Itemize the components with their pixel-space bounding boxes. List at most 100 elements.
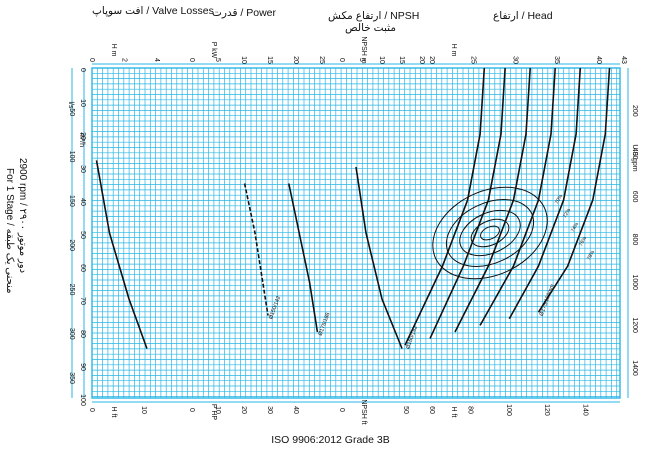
flow-ls-unit-label: l/s [67,102,74,110]
head-top-tick-label: 25 [470,56,477,64]
flow-usgpm-tick-label: 1400 [631,360,638,376]
head-top-tick-label: 43 [620,56,627,64]
head-top-tick-label: 40 [595,56,602,64]
curve-head-0 [537,67,611,313]
header-valve-losses: افت سوپاپ / Valve Losses [92,5,214,17]
side-label-rpm: 2900 rpm / ۲۹۰۰ دور موتور [17,158,28,274]
flow-usgpm-tick-label: 400 [631,148,638,160]
npsh-bottom-tick-label: 50 [402,406,409,414]
head-top-tick-label: 30 [511,56,518,64]
curve-head-5 [404,67,486,346]
valve-top-tick-label: 4 [153,58,160,62]
power-bottom-tick-label: 40 [292,406,299,414]
power-bottom-tick-label: 10 [214,406,221,414]
flow-m3h-tick-label: 40 [79,198,86,206]
flow-m3h-tick-label: 90 [79,363,86,371]
flow-usgpm-tick-label: 1200 [631,317,638,333]
plot-frame [91,67,621,399]
power-top-tick-label: 20 [292,56,299,64]
curve-power-7 [243,183,269,316]
npsh-bottom-tick-label: 0 [338,408,345,412]
header-head: ارتفاع / Head [493,10,553,22]
curve-head-4 [429,67,506,339]
header-npsh: ارتفاع مکش / NPSH [328,10,420,22]
flow-m3h-tick-label: 10 [79,99,86,107]
efficiency-label: 78% [586,249,596,261]
head-bottom-unit-label: H ft [450,407,457,418]
flow-lpm-tick-label: 200 [68,239,75,251]
flow-lpm-tick-label: 350 [68,372,75,384]
npsh-bottom-unit-label: NPSH ft [360,399,367,424]
chart-grid [71,63,629,403]
valve-bottom-tick-label: 0 [88,408,95,412]
npsh-top-tick-label: 5 [358,58,365,62]
head-bottom-tick-label: 140 [582,404,589,416]
flow-m3h-tick-label: 70 [79,297,86,305]
npsh-top-tick-label: 0 [338,58,345,62]
efficiency-label: 76% [578,235,588,247]
valve-top-tick-label: 2 [121,58,128,62]
curve-head-3 [454,67,531,333]
npsh-top-tick-label: 10 [378,56,385,64]
valve-bottom-tick-label: 10 [140,406,147,414]
power-bottom-unit-label: P HP [210,404,217,421]
curve-head-2 [479,67,556,326]
header-power: قدرت / Power [212,7,277,19]
flow-m3h-tick-label: 30 [79,165,86,173]
power-top-unit-label: P kW [210,42,217,59]
power-bottom-tick-label: 30 [266,406,273,414]
efficiency-label: 74% [570,221,580,233]
npsh-top-unit-label: NPSH m [360,36,367,63]
curve-power-6 [288,183,319,333]
flow-m3h-tick-label: 0 [79,68,86,72]
header-npsh-sub: مثبت خالص [345,22,396,34]
flow-m3h-tick-label: 60 [79,264,86,272]
efficiency-contour [459,209,521,257]
curve-head-1 [508,67,582,320]
flow-lpm-tick-label: 250 [68,284,75,296]
power-bottom-tick-label: 20 [240,406,247,414]
head-bottom-tick-label: 60 [428,406,435,414]
flow-lpm-tick-label: 150 [68,195,75,207]
power-top-tick-label: 25 [318,56,325,64]
flow-usgpm-tick-label: 200 [631,105,638,117]
chart-axes: 0 2 4 H m 0 10 H ft 0 5 10 15 20 25 P kW 0 10 20 30 40 P HP… [67,36,638,424]
chart-curves: Ø175/186mmØ150/142Ø175/186Ø150/14270%72%… [95,67,611,350]
power-top-tick-label: 15 [266,56,273,64]
flow-lpm-tick-label: 300 [68,328,75,340]
flow-usgpm-tick-label: 800 [631,234,638,246]
valve-top-tick-label: 0 [88,58,95,62]
flow-m3h-tick-label: 80 [79,330,86,338]
flow-usgpm-unit-label: U.S.gpm [631,144,638,171]
valve-top-unit-label: H m [110,44,117,57]
power-bottom-tick-label: 0 [188,408,195,412]
valve-bottom-unit-label: H ft [110,407,117,418]
head-top-unit-label: H m [450,44,457,57]
efficiency-contour [432,186,548,280]
efficiency-label: 72% [562,207,572,219]
flow-m3h-tick-label: 50 [79,231,86,239]
head-top-tick-label: 20 [428,56,435,64]
efficiency-label: 70% [554,193,564,205]
efficiency-contour [445,199,535,267]
power-top-tick-label: 10 [240,56,247,64]
efficiency-contour [470,218,510,248]
flow-usgpm-tick-label: 1000 [631,274,638,290]
flow-usgpm-tick-label: 600 [631,191,638,203]
head-bottom-tick-label: 100 [505,404,512,416]
efficiency-contour [480,225,500,241]
flow-m3h-tick-label: 20 [79,132,86,140]
side-label-stage: For 1 Stage / منحنی یک طبقه [4,168,15,294]
power-top-tick-label: 0 [188,58,195,62]
head-bottom-tick-label: 120 [543,404,550,416]
flow-m3h-tick-label: 100 [79,394,86,406]
flow-lpm-tick-label: 50 [68,108,75,116]
head-top-tick-label: 35 [553,56,560,64]
power-top-tick-label: 5 [214,58,221,62]
head-bottom-tick-label: 80 [466,406,473,414]
curve-valve-9 [95,160,148,349]
flow-m3h-unit-label: m³/h [78,133,85,147]
footer-standard: ISO 9906:2012 Grade 3B [271,434,390,446]
npsh-top-tick-label: 15 [398,56,405,64]
